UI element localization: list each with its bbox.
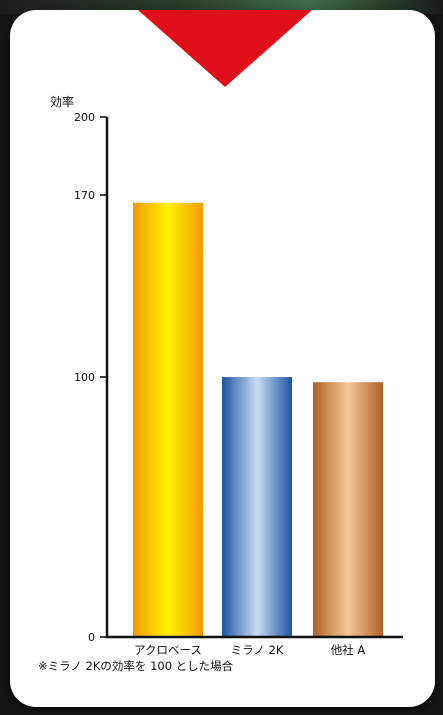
y-tick-label-170: 170 [74,189,95,202]
down-arrow-icon [138,10,312,87]
bar-3 [313,382,383,637]
x-category-label-1: アクロベース [134,643,202,657]
y-axis-label: 効率 [50,94,74,109]
chart-footnote: ※ミラノ 2Kの効率を 100 とした場合 [38,659,234,673]
y-tick-label-100: 100 [74,371,95,384]
bar-1 [133,202,203,638]
x-category-label-2: ミラノ 2K [231,643,284,657]
bar-2 [222,377,292,637]
y-tick-label-0: 0 [88,631,95,644]
x-category-label-3: 他社 A [331,643,366,657]
y-tick-label-200: 200 [74,111,95,124]
